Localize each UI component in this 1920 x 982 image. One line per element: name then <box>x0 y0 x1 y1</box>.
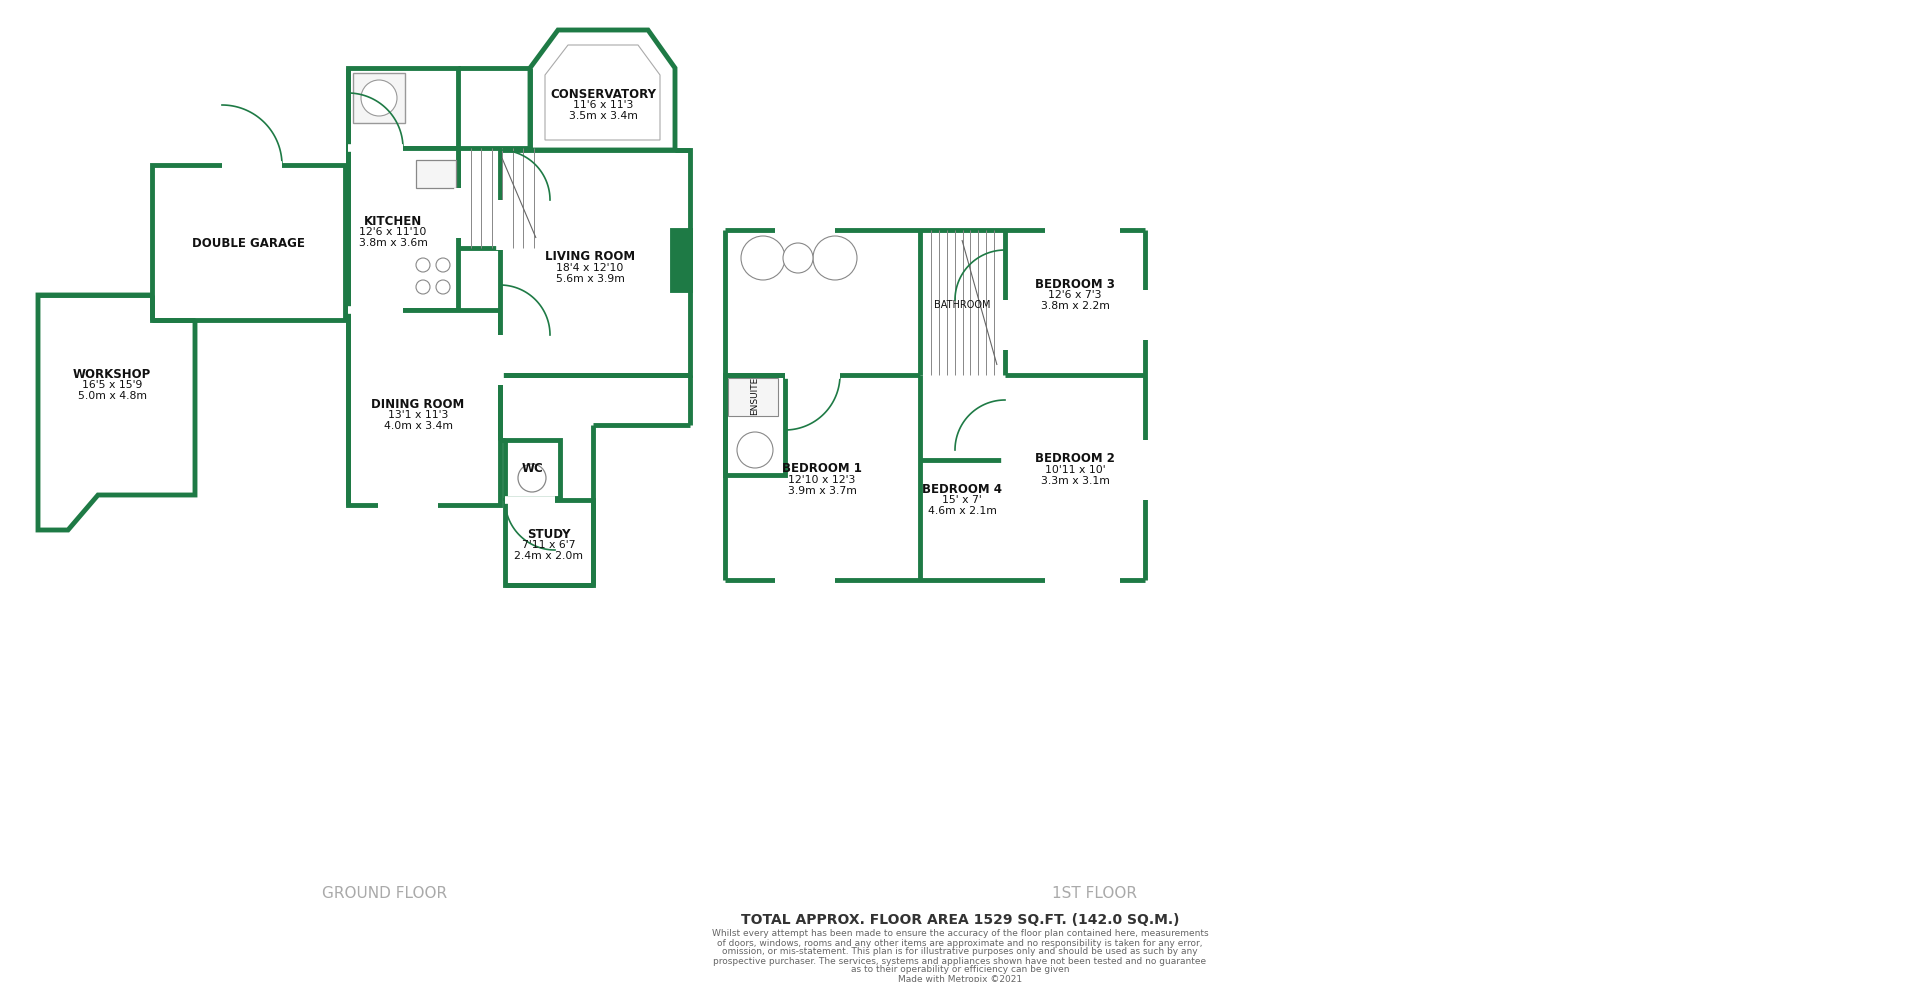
Text: 12'6 x 7'3: 12'6 x 7'3 <box>1048 290 1102 300</box>
Circle shape <box>737 432 774 468</box>
Polygon shape <box>545 45 660 140</box>
Bar <box>672 230 689 290</box>
Text: 1ST FLOOR: 1ST FLOOR <box>1052 886 1137 900</box>
Circle shape <box>417 280 430 294</box>
Text: GROUND FLOOR: GROUND FLOOR <box>323 886 447 900</box>
Circle shape <box>361 80 397 116</box>
Text: 3.5m x 3.4m: 3.5m x 3.4m <box>568 111 637 121</box>
Bar <box>499 150 689 375</box>
Text: 10'11 x 10': 10'11 x 10' <box>1044 465 1106 475</box>
Text: 16'5 x 15'9: 16'5 x 15'9 <box>83 380 142 390</box>
Text: 18'4 x 12'10: 18'4 x 12'10 <box>557 263 624 273</box>
Text: BEDROOM 2: BEDROOM 2 <box>1035 453 1116 465</box>
Text: 11'6 x 11'3: 11'6 x 11'3 <box>572 100 634 110</box>
Bar <box>348 68 459 148</box>
Text: BATHROOM: BATHROOM <box>933 300 991 310</box>
Text: 3.3m x 3.1m: 3.3m x 3.1m <box>1041 476 1110 486</box>
Polygon shape <box>38 295 196 530</box>
Bar <box>728 378 778 416</box>
Text: omission, or mis-statement. This plan is for illustrative purposes only and shou: omission, or mis-statement. This plan is… <box>722 948 1198 956</box>
Text: WC: WC <box>522 462 543 474</box>
Text: Made with Metropix ©2021: Made with Metropix ©2021 <box>899 974 1021 982</box>
Text: DINING ROOM: DINING ROOM <box>371 398 465 410</box>
Text: 3.8m x 3.6m: 3.8m x 3.6m <box>359 238 428 248</box>
Circle shape <box>812 236 856 280</box>
Text: 13'1 x 11'3: 13'1 x 11'3 <box>388 410 447 420</box>
Text: as to their operability or efficiency can be given: as to their operability or efficiency ca… <box>851 965 1069 974</box>
Bar <box>152 165 346 320</box>
Text: LIVING ROOM: LIVING ROOM <box>545 250 636 263</box>
Bar <box>505 500 593 585</box>
Text: 7'11 x 6'7: 7'11 x 6'7 <box>522 540 576 550</box>
Polygon shape <box>530 30 676 150</box>
Bar <box>505 440 561 498</box>
Text: prospective purchaser. The services, systems and appliances shown have not been : prospective purchaser. The services, sys… <box>714 956 1206 965</box>
Circle shape <box>741 236 785 280</box>
Circle shape <box>518 464 545 492</box>
Circle shape <box>436 258 449 272</box>
Text: BEDROOM 1: BEDROOM 1 <box>781 463 862 475</box>
Circle shape <box>436 280 449 294</box>
Bar <box>459 148 545 248</box>
Bar <box>348 148 459 310</box>
Circle shape <box>417 258 430 272</box>
Text: CONSERVATORY: CONSERVATORY <box>549 87 657 100</box>
Text: of doors, windows, rooms and any other items are approximate and no responsibili: of doors, windows, rooms and any other i… <box>718 939 1202 948</box>
Text: 4.0m x 3.4m: 4.0m x 3.4m <box>384 421 453 431</box>
Text: 5.6m x 3.9m: 5.6m x 3.9m <box>555 274 624 284</box>
Text: KITCHEN: KITCHEN <box>365 214 422 228</box>
Text: BEDROOM 4: BEDROOM 4 <box>922 482 1002 496</box>
Text: ENSUITE: ENSUITE <box>751 377 760 415</box>
Text: STUDY: STUDY <box>528 527 570 540</box>
Text: 2.4m x 2.0m: 2.4m x 2.0m <box>515 551 584 561</box>
Text: 5.0m x 4.8m: 5.0m x 4.8m <box>77 391 146 401</box>
Bar <box>348 310 499 505</box>
Text: 15' x 7': 15' x 7' <box>943 495 981 505</box>
Text: 4.6m x 2.1m: 4.6m x 2.1m <box>927 506 996 516</box>
Text: 12'6 x 11'10: 12'6 x 11'10 <box>359 227 426 237</box>
Text: WORKSHOP: WORKSHOP <box>73 367 152 380</box>
Text: 12'10 x 12'3: 12'10 x 12'3 <box>789 475 856 485</box>
Text: TOTAL APPROX. FLOOR AREA 1529 SQ.FT. (142.0 SQ.M.): TOTAL APPROX. FLOOR AREA 1529 SQ.FT. (14… <box>741 913 1179 927</box>
Circle shape <box>783 243 812 273</box>
Text: DOUBLE GARAGE: DOUBLE GARAGE <box>192 237 305 249</box>
Text: 3.8m x 2.2m: 3.8m x 2.2m <box>1041 301 1110 311</box>
Text: 3.9m x 3.7m: 3.9m x 3.7m <box>787 486 856 496</box>
Bar <box>353 73 405 123</box>
Text: BEDROOM 3: BEDROOM 3 <box>1035 278 1116 291</box>
Bar <box>726 375 785 475</box>
Bar <box>417 160 457 188</box>
Text: Whilst every attempt has been made to ensure the accuracy of the floor plan cont: Whilst every attempt has been made to en… <box>712 930 1208 939</box>
